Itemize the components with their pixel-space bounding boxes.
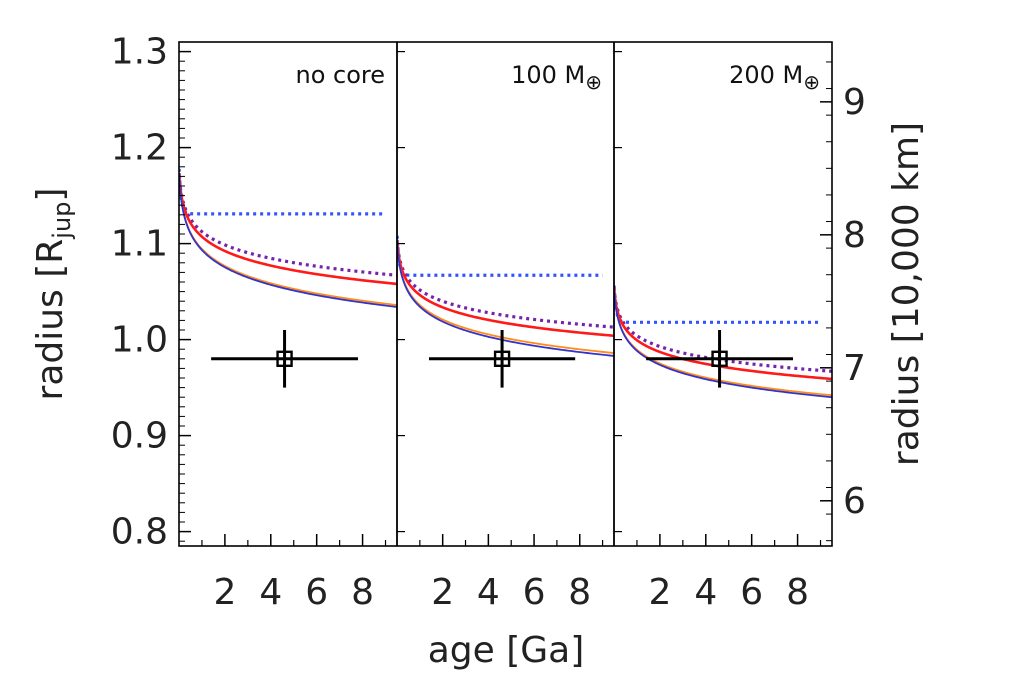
x-tick-label: 8 <box>786 572 809 613</box>
panel-label: 200 M⊕ <box>729 61 820 94</box>
series-line-orange-solid <box>397 240 614 354</box>
panel-label: no core <box>295 61 385 89</box>
y2-tick-label: 9 <box>843 82 866 123</box>
x-tick-label: 4 <box>259 572 282 613</box>
x-tick-label: 8 <box>351 572 374 613</box>
x-tick-label: 4 <box>477 572 500 613</box>
panel-label-text: no core <box>295 61 385 89</box>
y2-tick-label: 8 <box>843 215 866 256</box>
observation-point <box>711 350 728 367</box>
x-tick-label: 8 <box>568 572 591 613</box>
series-line-blue-solid <box>179 173 397 308</box>
series-line-purple-dotted <box>397 239 614 329</box>
series-line-red-solid <box>397 240 614 338</box>
y-axis-title-symbol: R <box>30 239 71 264</box>
y-axis-title: radius [Rjup] <box>30 188 76 401</box>
x-tick-label: 2 <box>648 572 671 613</box>
series-line-blue-solid <box>397 240 614 357</box>
series-line-blue-solid <box>614 288 832 399</box>
panel-curves <box>614 285 832 399</box>
x-tick-label: 6 <box>305 572 328 613</box>
panel-label-symbol: ⊕ <box>585 70 602 94</box>
series-line-blue-dotted <box>614 285 821 324</box>
plot-frame <box>178 41 833 547</box>
x-tick-label: 2 <box>213 572 236 613</box>
y-axis-title-subscript: jup <box>48 202 76 240</box>
panel-curves <box>179 168 397 308</box>
panel-label-symbol: ⊕ <box>803 70 820 94</box>
y-tick-label: 1.1 <box>111 224 168 265</box>
x-tick-label: 6 <box>740 572 763 613</box>
y-axis-title-close: ] <box>30 188 71 202</box>
panel-curves <box>397 235 614 357</box>
y-tick-label: 1.3 <box>111 32 168 73</box>
y-tick-label: 0.8 <box>111 512 168 553</box>
observation-point <box>493 350 511 367</box>
y-tick-label: 0.9 <box>111 416 168 457</box>
y2-axis-title: radius [10,000 km] <box>886 122 927 466</box>
x-axis-title: age [Ga] <box>428 630 585 671</box>
observation-point <box>276 350 293 367</box>
x-tick-label: 2 <box>431 572 454 613</box>
series-line-red-solid <box>179 173 397 286</box>
series-line-orange-solid <box>614 288 832 397</box>
y-tick-label: 1.0 <box>111 320 168 361</box>
panel-label: 100 M⊕ <box>511 61 602 94</box>
x-tick-label: 6 <box>523 572 546 613</box>
series-line-blue-dotted <box>179 168 386 216</box>
panel-label-text: 200 M <box>729 61 803 89</box>
y-tick-label: 1.2 <box>111 128 168 169</box>
y2-tick-label: 7 <box>843 348 866 389</box>
series-line-blue-dotted <box>397 235 603 277</box>
series-line-purple-dotted <box>179 172 397 277</box>
panel-2: 2 4 6 8 100 M⊕ <box>397 61 614 613</box>
panel-3: 2 4 6 8 200 M⊕ <box>614 61 832 613</box>
y-axis-title-main: radius [ <box>30 264 71 401</box>
y2-tick-label: 6 <box>843 481 866 522</box>
series-line-purple-dotted <box>614 287 832 373</box>
panel-label-text: 100 M <box>511 61 585 89</box>
panel-1: 2 4 6 8 no core <box>179 61 397 613</box>
x-tick-label: 4 <box>694 572 717 613</box>
